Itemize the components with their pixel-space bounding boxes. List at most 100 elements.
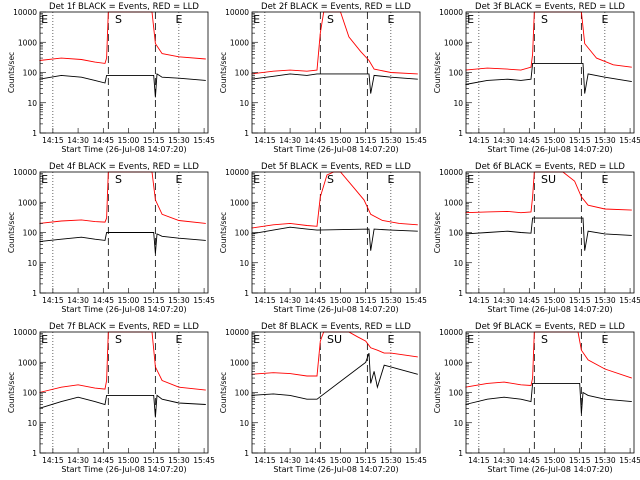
plot-frame (251, 171, 421, 294)
plot-frame (465, 11, 635, 134)
interval-marker-label: S (327, 13, 334, 26)
x-tick-label: 15:45 (619, 136, 640, 145)
x-tick-label: 15:30 (380, 456, 402, 465)
x-tick-label: 15:15 (355, 296, 377, 305)
x-tick-label: 14:15 (468, 456, 490, 465)
x-axis-label: Start Time (26-Jul-08 14:07:20) (273, 465, 398, 474)
interval-marker-label: E (602, 173, 609, 186)
x-axis-label: Start Time (26-Jul-08 14:07:20) (61, 145, 186, 154)
interval-marker-label: E (176, 333, 183, 346)
interval-marker-label: S (327, 173, 334, 186)
x-axis-label: Start Time (26-Jul-08 14:07:20) (273, 305, 398, 314)
x-tick-label: 15:45 (405, 296, 427, 305)
y-tick-label: 10 (27, 419, 37, 428)
x-tick-label: 14:30 (67, 296, 89, 305)
y-tick-label: 1000 (18, 38, 37, 47)
events-series-line (39, 73, 206, 98)
x-tick-label: 15:15 (355, 136, 377, 145)
plot-frame (39, 11, 209, 134)
x-tick-label: 15:15 (355, 456, 377, 465)
interval-marker-label: E (41, 173, 48, 186)
interval-marker-label: E (176, 173, 183, 186)
y-axis-label: Counts/sec (433, 372, 442, 413)
y-tick-label: 1000 (230, 198, 249, 207)
chart-title: Det 2f BLACK = Events, RED = LLD (261, 2, 411, 12)
x-tick-label: 15:00 (544, 456, 566, 465)
x-tick-label: 14:15 (254, 456, 276, 465)
x-tick-label: 14:45 (518, 296, 540, 305)
y-tick-label: 100 (235, 69, 250, 78)
y-tick-label: 10000 (439, 8, 463, 17)
interval-marker-label: S (115, 333, 122, 346)
interval-marker-label: E (41, 13, 48, 26)
y-axis-label: Counts/sec (7, 372, 16, 413)
y-tick-label: 1000 (230, 358, 249, 367)
x-tick-label: 15:30 (594, 296, 616, 305)
x-tick-label: 14:30 (493, 296, 515, 305)
x-tick-label: 15:30 (380, 136, 402, 145)
x-tick-label: 14:30 (67, 136, 89, 145)
interval-marker-label: E (602, 13, 609, 26)
interval-marker-label: E (41, 333, 48, 346)
x-tick-label: 14:15 (42, 136, 64, 145)
y-axis-label: Counts/sec (219, 212, 228, 253)
x-tick-label: 14:45 (92, 456, 114, 465)
x-tick-label: 15:00 (330, 296, 352, 305)
events-series-line (39, 232, 206, 254)
y-tick-label: 1 (458, 289, 463, 298)
y-tick-label: 1 (244, 129, 249, 138)
x-tick-label: 14:15 (42, 296, 64, 305)
x-tick-label: 14:45 (518, 456, 540, 465)
y-tick-label: 100 (449, 229, 464, 238)
x-tick-label: 14:15 (254, 296, 276, 305)
chart-title: Det 7f BLACK = Events, RED = LLD (49, 322, 199, 332)
x-tick-label: 15:30 (594, 456, 616, 465)
chart-title: Det 3f BLACK = Events, RED = LLD (475, 2, 625, 12)
y-tick-label: 100 (235, 389, 250, 398)
chart-title: Det 5f BLACK = Events, RED = LLD (261, 162, 411, 172)
x-tick-label: 14:45 (518, 136, 540, 145)
events-series-line (465, 217, 632, 251)
y-axis-label: Counts/sec (7, 212, 16, 253)
x-tick-label: 15:15 (143, 136, 165, 145)
x-tick-label: 15:00 (118, 296, 140, 305)
x-tick-label: 15:45 (405, 456, 427, 465)
interval-marker-label: SU (327, 333, 342, 346)
interval-marker-label: S (541, 333, 548, 346)
y-tick-label: 10000 (225, 328, 249, 337)
interval-marker-label: S (115, 13, 122, 26)
x-tick-label: 14:15 (42, 456, 64, 465)
interval-marker-label: E (602, 333, 609, 346)
x-tick-label: 14:15 (468, 296, 490, 305)
interval-marker-label: E (467, 333, 474, 346)
x-tick-label: 15:15 (569, 296, 591, 305)
interval-marker-label: E (253, 13, 260, 26)
x-axis-label: Start Time (26-Jul-08 14:07:20) (487, 145, 612, 154)
x-tick-label: 15:00 (330, 136, 352, 145)
x-tick-label: 15:15 (143, 456, 165, 465)
y-tick-label: 100 (23, 229, 38, 238)
x-tick-label: 15:30 (380, 296, 402, 305)
y-axis-label: Counts/sec (219, 372, 228, 413)
interval-marker-label: E (253, 333, 260, 346)
y-tick-label: 10 (239, 259, 249, 268)
y-tick-label: 1000 (444, 358, 463, 367)
interval-marker-label: E (467, 173, 474, 186)
plot-frame (251, 331, 421, 454)
y-tick-label: 10000 (13, 328, 37, 337)
x-tick-label: 15:00 (330, 456, 352, 465)
y-tick-label: 100 (449, 389, 464, 398)
interval-marker-label: E (467, 13, 474, 26)
y-tick-label: 1000 (18, 358, 37, 367)
y-tick-label: 10 (453, 99, 463, 108)
y-tick-label: 1000 (230, 38, 249, 47)
x-tick-label: 14:45 (304, 456, 326, 465)
y-tick-label: 1 (244, 289, 249, 298)
y-tick-label: 100 (23, 389, 38, 398)
x-tick-label: 15:45 (619, 296, 640, 305)
y-tick-label: 1000 (444, 38, 463, 47)
